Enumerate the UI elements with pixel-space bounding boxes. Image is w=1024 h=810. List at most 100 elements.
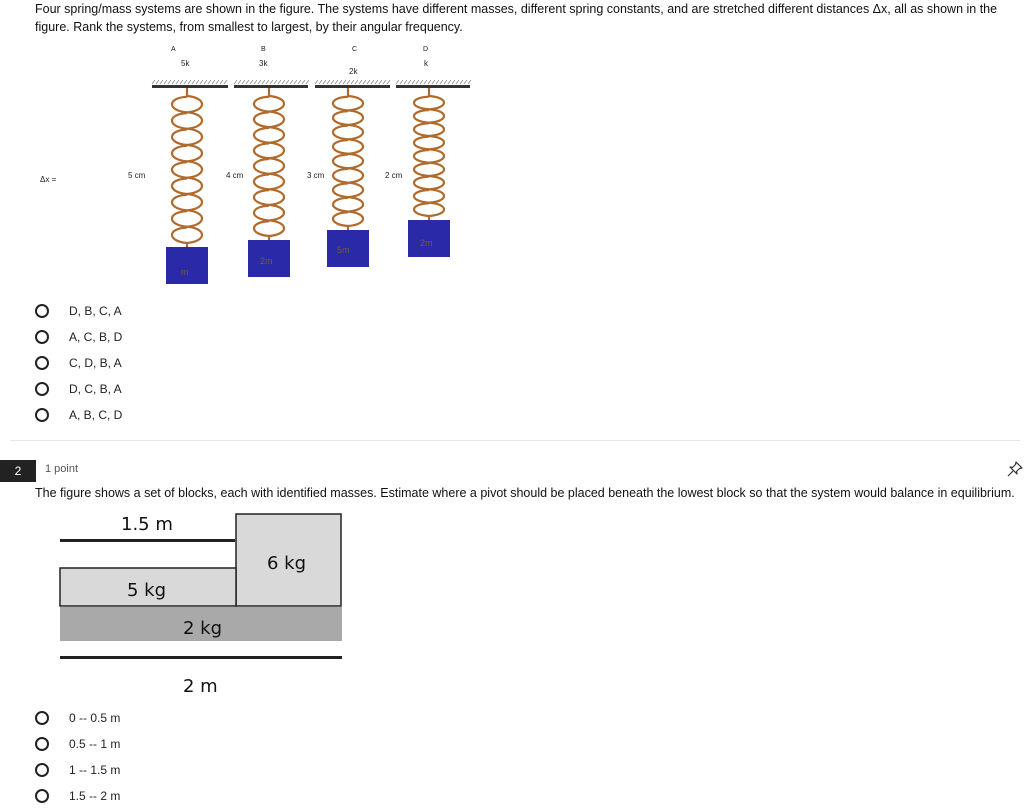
ceiling-hatch	[350, 79, 355, 85]
ceiling-hatch	[257, 79, 262, 85]
ceiling-hatch	[451, 79, 456, 85]
ceiling-hatch	[358, 79, 363, 85]
option-label: A, C, B, D	[69, 330, 123, 344]
radio-button[interactable]	[35, 711, 49, 725]
ceiling-hatch	[203, 79, 208, 85]
system-a: A 5k 5 cm	[128, 46, 190, 180]
ceiling-hatch	[261, 79, 266, 85]
radio-button[interactable]	[35, 356, 49, 370]
ceiling-hatch	[207, 79, 212, 85]
system-c-dx: 3 cm	[307, 171, 325, 180]
ceiling-hatch	[370, 79, 375, 85]
radio-button[interactable]	[35, 789, 49, 803]
option-q2-3[interactable]: 1 -- 1.5 m	[35, 757, 120, 783]
block-a	[166, 247, 208, 284]
ceiling-hatch	[419, 79, 424, 85]
ceiling-hatch	[322, 79, 327, 85]
ceiling-hatch	[362, 79, 367, 85]
system-b-letter: B	[261, 46, 266, 53]
system-c-letter: C	[352, 46, 357, 53]
ceiling-hatch	[269, 79, 274, 85]
top-length-label: 1.5 m	[121, 514, 173, 535]
radio-button[interactable]	[35, 304, 49, 318]
ceiling-hatch	[326, 79, 331, 85]
option-q1-1[interactable]: D, B, C, A	[35, 298, 122, 324]
ceiling-hatch	[435, 79, 440, 85]
ceiling-hatch	[293, 79, 298, 85]
divider	[10, 440, 1020, 441]
spring	[252, 88, 286, 240]
radio-button[interactable]	[35, 330, 49, 344]
option-q2-4[interactable]: 1.5 -- 2 m	[35, 783, 120, 809]
ceiling-hatch	[285, 79, 290, 85]
block-c	[327, 230, 369, 267]
option-q1-4[interactable]: D, C, B, A	[35, 376, 122, 402]
points-label: 1 point	[45, 463, 79, 475]
ceiling-hatch	[443, 79, 448, 85]
system-b-dx: 4 cm	[226, 171, 244, 180]
option-q2-2[interactable]: 0.5 -- 1 m	[35, 731, 120, 757]
option-label: 1 -- 1.5 m	[69, 763, 121, 777]
radio-button[interactable]	[35, 382, 49, 396]
ceiling-bar	[315, 85, 390, 88]
option-q2-1[interactable]: 0 -- 0.5 m	[35, 705, 120, 731]
ceiling-hatch	[219, 79, 224, 85]
springs	[170, 88, 446, 247]
ceiling-hatch	[467, 79, 472, 85]
ceiling-hatch	[195, 79, 200, 85]
ceiling-hatch	[191, 79, 196, 85]
ceiling-hatch	[334, 79, 339, 85]
ceiling-hatch	[463, 79, 468, 85]
option-q1-3[interactable]: C, D, B, A	[35, 350, 122, 376]
ceiling-hatch	[289, 79, 294, 85]
ceiling-hatch	[163, 79, 168, 85]
radio-button[interactable]	[35, 408, 49, 422]
ceiling-bar	[396, 85, 470, 88]
pin-icon[interactable]	[1006, 460, 1024, 478]
system-d-k: k	[424, 59, 429, 68]
mass-blocks: m 2m 5m 2m	[166, 220, 450, 284]
block-2kg-label: 2 kg	[183, 618, 222, 639]
ceiling-hatch	[455, 79, 460, 85]
ceiling-hatch	[301, 79, 306, 85]
ceiling-hatch	[187, 79, 192, 85]
option-label: D, B, C, A	[69, 304, 122, 318]
ceiling-hatch	[245, 79, 250, 85]
block-b-label: 2m	[260, 256, 273, 266]
system-d-letter: D	[423, 46, 428, 53]
ceiling-hatch	[305, 79, 310, 85]
ceiling-hatch	[431, 79, 436, 85]
ceiling-hatch	[338, 79, 343, 85]
question-1-text: Four spring/mass systems are shown in th…	[35, 2, 998, 34]
option-label: 0 -- 0.5 m	[69, 711, 121, 725]
bottom-length-label: 2 m	[183, 676, 218, 697]
option-label: 0.5 -- 1 m	[69, 737, 121, 751]
system-d: D k 2 cm	[385, 46, 429, 180]
system-d-dx: 2 cm	[385, 171, 403, 180]
ceiling-hatch	[237, 79, 242, 85]
block-6kg	[235, 513, 342, 607]
ceiling-hatch	[179, 79, 184, 85]
block-2kg	[60, 607, 342, 641]
bottom-length-line	[60, 656, 342, 659]
ceiling-hatch	[386, 79, 391, 85]
ceiling-hatch	[281, 79, 286, 85]
ceiling-hatch	[233, 79, 238, 85]
block-5kg-label: 5 kg	[127, 580, 166, 601]
ceiling-hatch	[330, 79, 335, 85]
option-q1-2[interactable]: A, C, B, D	[35, 324, 122, 350]
dx-label: Δx =	[40, 175, 57, 184]
block-5kg	[59, 567, 237, 607]
ceiling-hatch	[395, 79, 400, 85]
ceiling-hatch	[273, 79, 278, 85]
ceiling-hatch	[411, 79, 416, 85]
block-d-label: 2m	[420, 238, 433, 248]
block-a-label: m	[181, 267, 189, 277]
option-q1-5[interactable]: A, B, C, D	[35, 402, 122, 428]
radio-button[interactable]	[35, 737, 49, 751]
system-c-k: 2k	[349, 67, 358, 76]
radio-button[interactable]	[35, 763, 49, 777]
spring	[331, 88, 365, 230]
ceiling-hatch	[151, 79, 156, 85]
ceiling-hatch	[346, 79, 351, 85]
